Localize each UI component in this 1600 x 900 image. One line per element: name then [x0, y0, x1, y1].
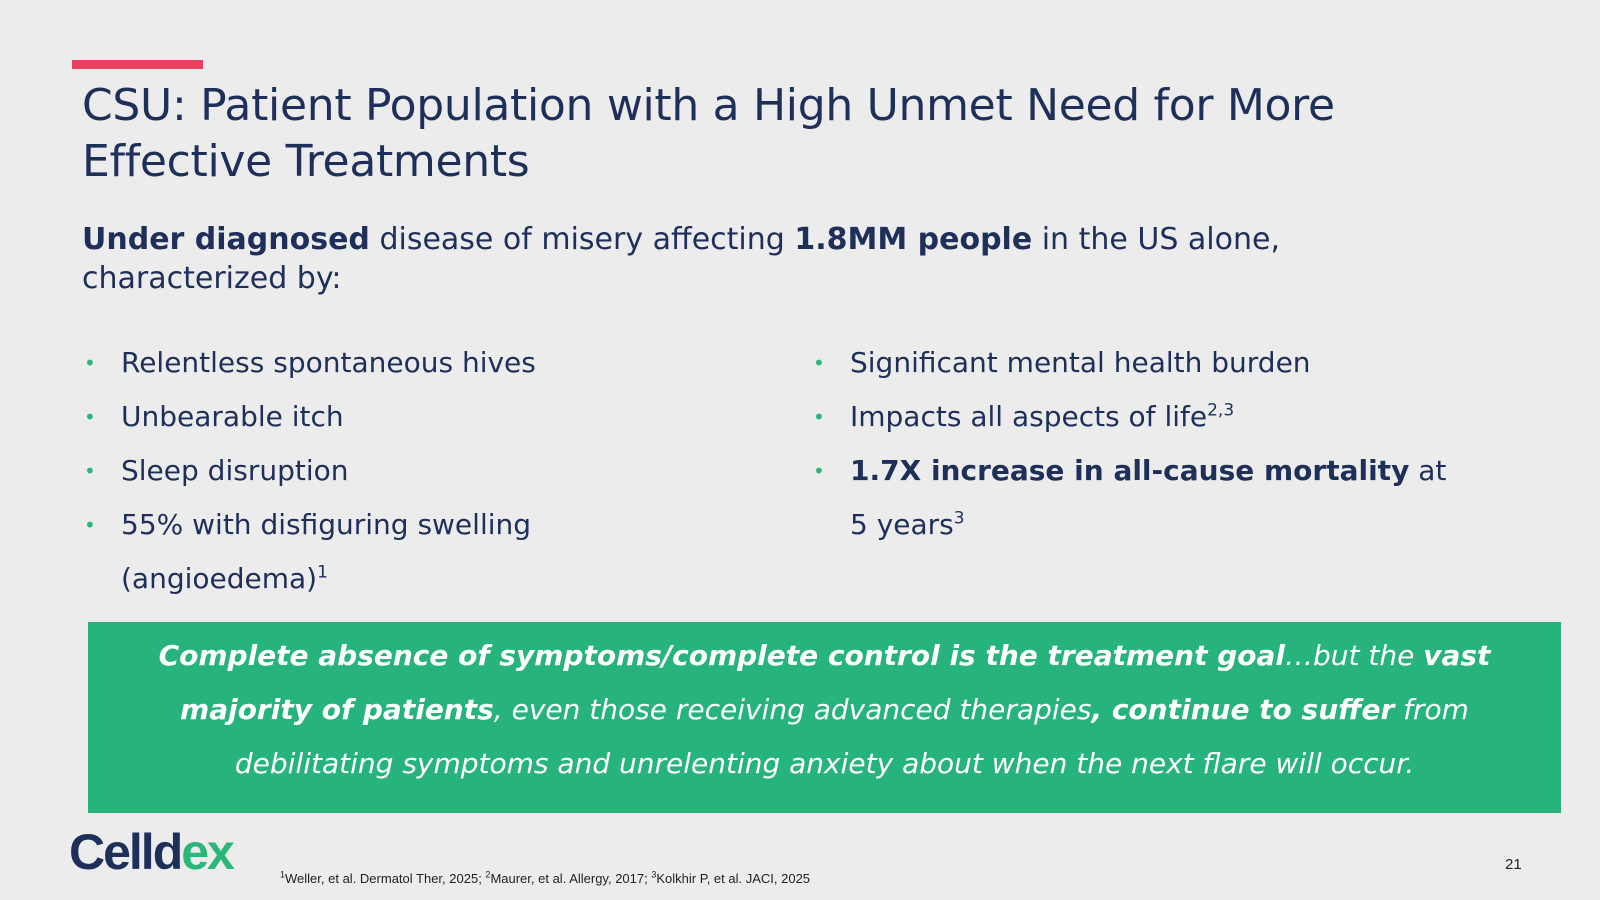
callout-text-2: , even those receiving advanced therapie…: [493, 693, 1092, 726]
bullet-dot-icon: •: [813, 459, 825, 483]
footnote-reference: 1: [317, 562, 328, 583]
bullet-item: • Sleep disruption: [82, 444, 722, 498]
callout-text-3: from debilitating symptoms and unrelenti…: [234, 693, 1469, 780]
footnote-text: Maurer, et al. Allergy, 2017;: [490, 871, 652, 886]
bullet-item: • Impacts all aspects of life2,3: [811, 390, 1451, 444]
subtitle-emphasis-under-diagnosed: Under diagnosed: [82, 222, 370, 257]
footnote-number: 2: [485, 869, 491, 880]
bullet-item: • Unbearable itch: [82, 390, 722, 444]
bullet-text: 55% with disfiguring swelling (angioedem…: [121, 508, 532, 595]
footnote-number: 1: [280, 869, 286, 880]
footnote-reference: 2,3: [1207, 400, 1235, 421]
bullet-item: • 1.7X increase in all-cause mortality at…: [811, 444, 1451, 552]
callout-emphasis-majority: vast majority of patients: [180, 639, 1491, 726]
bullet-item: • 55% with disfiguring swelling (angioede…: [82, 498, 722, 606]
bullet-dot-icon: •: [84, 405, 96, 429]
celldex-logo: Celldex: [69, 822, 235, 882]
bullet-dot-icon: •: [84, 459, 96, 483]
callout-text-1: …but the: [1284, 639, 1424, 672]
subtitle-text-3: characterized by:: [82, 261, 342, 296]
references-footnote: 1Weller, et al. Dermatol Ther, 2025; 2Ma…: [280, 869, 811, 887]
footnote-text: Weller, et al. Dermatol Ther, 2025;: [285, 871, 486, 886]
footnote-text: Kolkhir P, et al. JACI, 2025: [656, 871, 811, 886]
treatment-goal-callout: Complete absence of symptoms/complete co…: [88, 622, 1561, 813]
bullet-text: Relentless spontaneous hives: [121, 346, 536, 379]
bullet-dot-icon: •: [813, 405, 825, 429]
bullet-item: • Significant mental health burden: [811, 336, 1451, 390]
subtitle-text-2: in the US alone,: [1032, 222, 1280, 257]
bullet-item: • Relentless spontaneous hives: [82, 336, 722, 390]
title-accent-bar: [72, 60, 203, 69]
bullet-text: Impacts all aspects of life: [850, 400, 1208, 433]
callout-emphasis-suffer: , continue to suffer: [1091, 693, 1395, 726]
bullet-emphasis-mortality: 1.7X increase in all-cause mortality: [850, 454, 1410, 487]
bullet-dot-icon: •: [813, 351, 825, 375]
bullet-dot-icon: •: [84, 351, 96, 375]
bullet-dot-icon: •: [84, 513, 96, 537]
bullet-text: Significant mental health burden: [850, 346, 1311, 379]
footnote-number: 3: [651, 869, 657, 880]
subtitle-emphasis-people-count: 1.8MM people: [794, 222, 1033, 257]
callout-emphasis-goal: Complete absence of symptoms/complete co…: [158, 639, 1285, 672]
subtitle-text-1: disease of misery affecting: [369, 222, 795, 257]
left-bullet-list: • Relentless spontaneous hives • Unbearabl…: [82, 336, 722, 606]
slide-subtitle: Under diagnosed disease of misery affect…: [82, 220, 1462, 298]
page-number: 21: [1505, 856, 1522, 873]
bullet-text: Sleep disruption: [121, 454, 349, 487]
logo-text-main: Celld: [69, 824, 183, 880]
footnote-reference: 3: [953, 508, 965, 529]
bullet-text: Unbearable itch: [121, 400, 344, 433]
slide-title-line-1: CSU: Patient Population with a High Unme…: [82, 80, 1335, 131]
logo-text-accent: ex: [181, 824, 235, 880]
right-bullet-list: • Significant mental health burden • Impac…: [811, 336, 1451, 552]
slide-title: CSU: Patient Population with a High Unme…: [82, 78, 1522, 190]
bullet-text: at 5 years: [850, 454, 1447, 541]
slide-title-line-2: Effective Treatments: [82, 136, 530, 187]
